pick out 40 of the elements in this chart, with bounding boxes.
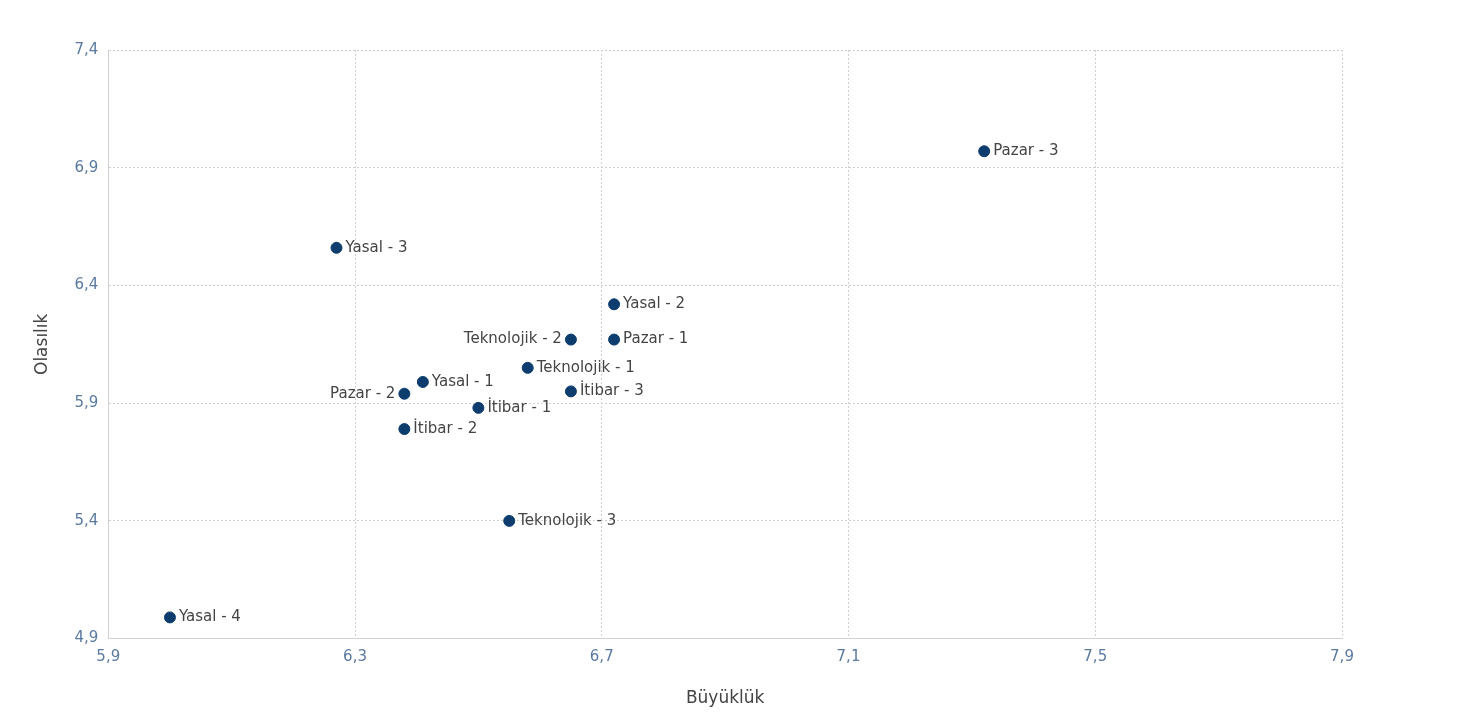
point	[608, 333, 621, 346]
annotation: Teknolojik - 3	[517, 510, 617, 529]
point	[163, 611, 176, 624]
y-tick-label: 7,4	[74, 39, 99, 58]
annotation: Pazar - 1	[623, 329, 689, 348]
x-tick-label: 5,9	[96, 647, 121, 666]
point	[398, 423, 411, 436]
annotation: Pazar - 3	[993, 141, 1059, 160]
y-tick-label: 5,4	[74, 510, 99, 529]
point	[330, 241, 343, 254]
x-tick-label: 6,7	[589, 647, 614, 666]
x-tick-label: 7,9	[1330, 647, 1354, 666]
annotation: İtibar - 3	[579, 380, 644, 400]
annotation: Pazar - 2	[330, 383, 396, 402]
point	[503, 514, 516, 527]
y-tick-label: 6,4	[74, 275, 99, 294]
x-tick-label: 6,3	[343, 647, 367, 666]
annotation: Yasal - 3	[344, 237, 408, 256]
point	[564, 333, 577, 346]
annotation: Yasal - 2	[622, 294, 686, 313]
annotation: İtibar - 2	[413, 417, 478, 437]
point	[521, 361, 534, 374]
y-tick-label: 6,9	[74, 157, 99, 176]
y-tick-label: 5,9	[74, 393, 99, 412]
point	[564, 385, 577, 398]
point	[608, 298, 621, 311]
x-axis-title: Büyüklük	[685, 687, 765, 708]
point	[398, 387, 411, 400]
y-tick-label: 4,9	[74, 628, 99, 647]
annotation: Yasal - 1	[430, 371, 494, 390]
annotation: İtibar - 1	[487, 396, 552, 416]
x-tick-label: 7,1	[836, 647, 861, 666]
point	[416, 375, 429, 388]
y-axis-title: Olasılık	[30, 313, 51, 375]
point	[472, 401, 485, 414]
annotation: Teknolojik - 1	[535, 357, 635, 376]
point	[978, 145, 991, 158]
annotation: Yasal - 4	[177, 607, 241, 626]
x-tick-label: 7,5	[1083, 647, 1108, 666]
annotation: Teknolojik - 2	[462, 329, 562, 348]
